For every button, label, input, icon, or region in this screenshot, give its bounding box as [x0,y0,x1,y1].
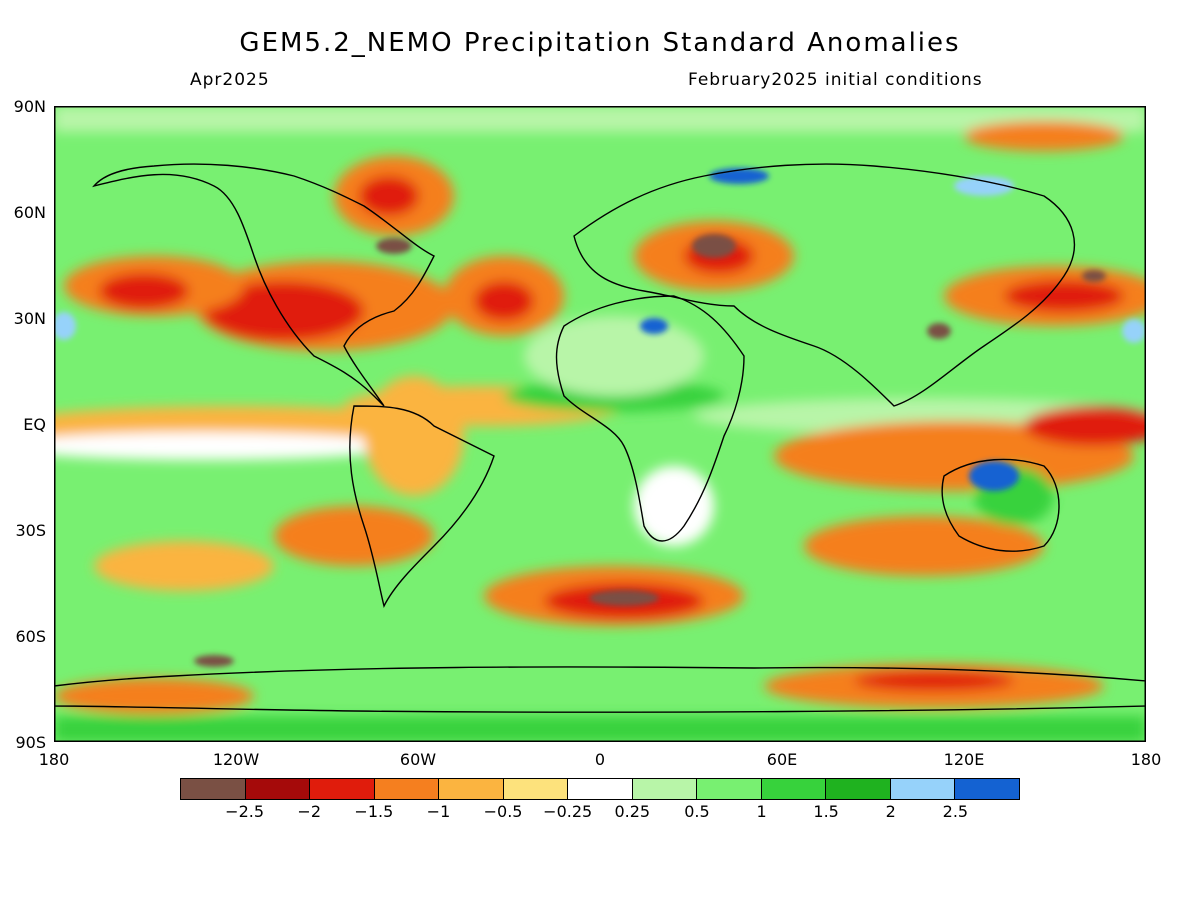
colorbar-label: −0.5 [483,802,523,821]
map-title: GEM5.2_NEMO Precipitation Standard Anoma… [239,28,961,58]
lon-label-180w: 180 [38,750,70,769]
map-frame [54,106,1146,742]
forecast-month: Apr2025 [190,70,270,90]
lon-label-120e: 120E [943,750,985,769]
colorbar-swatch [826,779,891,799]
lat-label-60n: 60N [13,203,46,222]
colorbar-label: 0.5 [684,802,710,821]
colorbar-label: 0.25 [614,802,651,821]
initial-conditions: February2025 initial conditions [688,70,983,90]
colorbar [180,778,1020,800]
colorbar-swatch [955,779,1019,799]
lat-label-30n: 30N [13,309,46,328]
coastlines [54,163,1146,713]
lon-label-60e: 60E [766,750,798,769]
colorbar-swatch [890,779,956,799]
colorbar-swatch [697,779,762,799]
lon-label-180e: 180 [1130,750,1162,769]
anomaly-field [54,106,1146,742]
colorbar-swatch [310,779,375,799]
colorbar-swatch [374,779,440,799]
colorbar-swatch [632,779,698,799]
colorbar-swatch [761,779,827,799]
anomaly-map [54,106,1146,742]
lon-label-0: 0 [594,750,606,769]
lon-label-60w: 60W [399,750,437,769]
colorbar-label: 1.5 [813,802,839,821]
colorbar-label: −0.25 [543,802,593,821]
lon-label-120w: 120W [212,750,260,769]
colorbar-label: 2.5 [942,802,969,821]
colorbar-label: −1.5 [354,802,394,821]
colorbar-swatch [568,779,633,799]
lat-label-eq: EQ [23,415,46,434]
colorbar-swatch [181,779,246,799]
colorbar-label: −2.5 [225,802,265,821]
lat-label-60s: 60S [15,627,46,646]
colorbar-label: −1 [426,802,451,821]
anomaly-map-svg [54,106,1146,742]
colorbar-label: −2 [297,802,322,821]
colorbar-label: 2 [885,802,896,821]
lat-label-30s: 30S [15,521,46,540]
lat-label-90s: 90S [15,733,46,752]
colorbar-label: 1 [756,802,767,821]
lat-label-90n: 90N [13,97,46,116]
colorbar-swatch [439,779,504,799]
colorbar-swatch [245,779,311,799]
colorbar-swatch [503,779,569,799]
